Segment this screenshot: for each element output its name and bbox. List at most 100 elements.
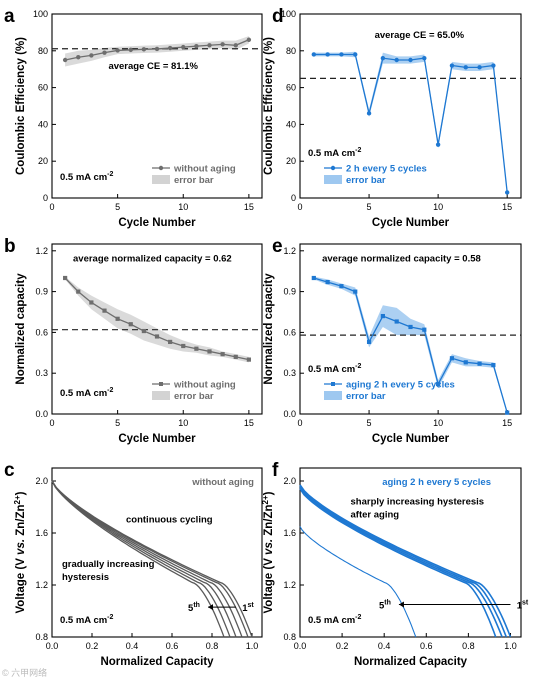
data-point xyxy=(491,63,496,68)
data-point xyxy=(339,52,344,57)
x-axis-label: Cycle Number xyxy=(118,217,196,229)
data-point xyxy=(233,43,238,48)
data-point xyxy=(154,46,160,52)
legend-band-swatch xyxy=(152,391,170,400)
data-point xyxy=(76,289,81,294)
y-axis-label: Voltage (V vs. Zn/Zn2+) xyxy=(261,491,275,613)
x-tick-label: 1.0 xyxy=(246,641,259,651)
condition-label: 0.5 mA cm-2 xyxy=(308,147,362,159)
x-tick-label: 5 xyxy=(367,202,372,212)
data-point xyxy=(477,361,482,366)
condition-label: 0.5 mA cm-2 xyxy=(308,614,362,626)
voltage-curve xyxy=(299,485,508,638)
y-axis-label: Normalized capacity xyxy=(263,273,275,385)
x-axis-label: Cycle Number xyxy=(372,217,450,229)
data-point xyxy=(394,319,399,324)
x-tick-label: 10 xyxy=(433,418,443,428)
legend-series-label: 2 h every 5 cycles xyxy=(346,164,427,175)
y-tick-label: 0.8 xyxy=(283,632,296,642)
annotation-hysteresis: sharply increasing hysteresis xyxy=(351,496,485,507)
x-tick-label: 0.0 xyxy=(46,641,59,651)
legend-marker xyxy=(159,382,163,386)
legend-title: aging 2 h every 5 cycles xyxy=(382,477,491,488)
series-line xyxy=(64,277,250,361)
data-point xyxy=(408,57,413,63)
condition-label: 0.5 mA cm-2 xyxy=(60,171,114,183)
data-point xyxy=(353,52,358,57)
x-axis-label: Cycle Number xyxy=(372,433,450,445)
data-point xyxy=(194,44,199,49)
panel-label: f xyxy=(272,460,279,481)
annotation-hysteresis-2: hysteresis xyxy=(62,572,109,583)
legend-title: without aging xyxy=(191,477,254,488)
data-point xyxy=(422,55,427,61)
data-point xyxy=(115,48,120,53)
y-tick-label: 40 xyxy=(286,119,296,129)
data-point xyxy=(325,52,330,57)
panel-label: e xyxy=(272,236,283,257)
data-point xyxy=(207,43,212,48)
data-point xyxy=(353,289,358,294)
plot-frame xyxy=(51,13,263,199)
legend-band-label: error bar xyxy=(346,391,386,402)
x-tick-label: 0.2 xyxy=(336,641,349,651)
data-point xyxy=(422,327,427,332)
average-annotation: average CE = 81.1% xyxy=(108,61,198,72)
x-tick-label: 5 xyxy=(115,202,120,212)
data-point xyxy=(220,42,225,47)
arrow-head xyxy=(398,601,404,608)
arrow-label-5th: 5th xyxy=(379,600,391,612)
x-tick-label: 0.8 xyxy=(462,641,475,651)
legend-band-swatch xyxy=(152,175,170,184)
data-point xyxy=(366,111,372,116)
data-point xyxy=(408,324,413,330)
x-tick-label: 0.8 xyxy=(206,641,219,651)
x-tick-label: 15 xyxy=(502,418,512,428)
x-tick-label: 10 xyxy=(178,202,188,212)
voltage-curve xyxy=(299,484,512,638)
x-tick-label: 15 xyxy=(244,202,254,212)
condition-label: 0.5 mA cm-2 xyxy=(60,387,114,399)
data-point xyxy=(463,65,468,70)
voltage-curve xyxy=(51,480,231,638)
x-tick-label: 5 xyxy=(367,418,372,428)
data-point xyxy=(325,279,330,285)
y-tick-label: 0.8 xyxy=(35,632,48,642)
x-tick-label: 0 xyxy=(297,418,302,428)
data-point xyxy=(141,328,146,334)
legend-marker xyxy=(330,165,336,171)
y-tick-label: 80 xyxy=(38,46,48,56)
panel-label: d xyxy=(272,6,284,27)
y-tick-label: 0.3 xyxy=(283,368,296,378)
y-tick-label: 0.9 xyxy=(283,287,296,297)
y-tick-label: 0 xyxy=(291,193,296,203)
x-tick-label: 10 xyxy=(178,418,188,428)
voltage-curve xyxy=(51,480,237,638)
data-point xyxy=(207,349,212,354)
plot-frame xyxy=(299,243,522,415)
y-axis-label: Normalized capacity xyxy=(15,273,27,385)
x-tick-label: 0.6 xyxy=(166,641,179,651)
data-point xyxy=(339,284,344,289)
average-annotation: average normalized capacity = 0.62 xyxy=(73,254,232,265)
average-annotation: average CE = 65.0% xyxy=(375,30,465,41)
annotation-hysteresis: gradually increasing xyxy=(62,559,155,570)
data-point xyxy=(194,346,199,351)
y-tick-label: 0.6 xyxy=(283,327,296,337)
plot-frame xyxy=(51,467,263,638)
data-point xyxy=(380,313,385,319)
y-tick-label: 20 xyxy=(38,156,48,166)
y-tick-label: 0.0 xyxy=(35,409,48,419)
y-tick-label: 1.6 xyxy=(35,528,48,538)
data-point xyxy=(63,275,68,281)
panel-d: 0 5 10 15 0 20 40 60 80 100 Cycle Number Coulombic … xyxy=(263,6,522,229)
data-point xyxy=(477,65,482,70)
data-point xyxy=(436,381,441,387)
y-tick-label: 1.2 xyxy=(35,580,48,590)
data-point xyxy=(128,47,133,53)
data-point xyxy=(311,275,316,281)
y-tick-label: 100 xyxy=(281,9,296,19)
error-band xyxy=(65,36,249,67)
arrow-label-5th: 5th xyxy=(188,602,200,614)
arrow-label-1st: 1st xyxy=(242,602,254,614)
